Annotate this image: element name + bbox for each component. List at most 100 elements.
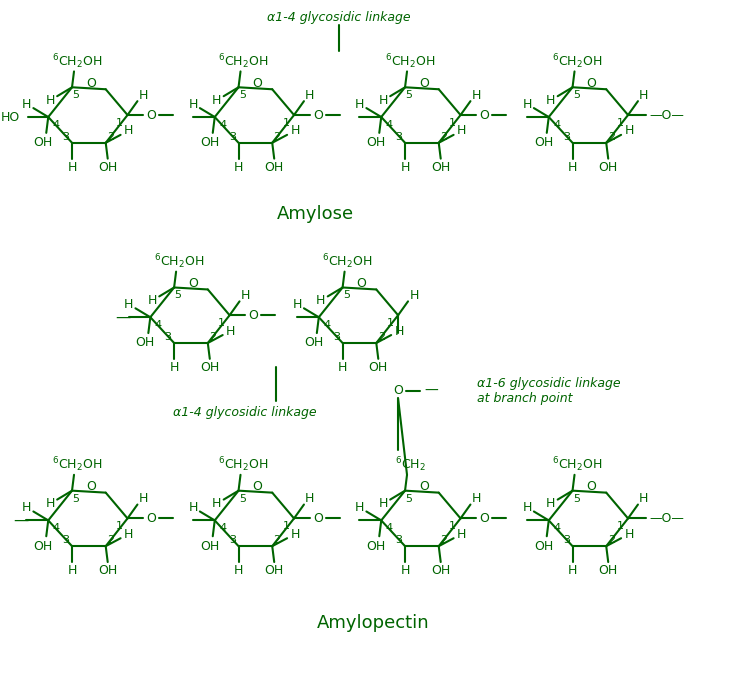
Text: 2: 2 <box>608 535 615 545</box>
Text: —O—: —O— <box>650 109 684 122</box>
Text: H: H <box>290 124 300 137</box>
Text: H: H <box>226 324 235 337</box>
Text: 1: 1 <box>283 521 289 531</box>
Text: 5: 5 <box>405 90 412 100</box>
Text: $^{6}$CH$_2$OH: $^{6}$CH$_2$OH <box>52 52 102 71</box>
Text: 4: 4 <box>155 320 161 330</box>
Text: 5: 5 <box>343 290 350 301</box>
Text: α1-6 glycosidic linkage
at branch point: α1-6 glycosidic linkage at branch point <box>478 376 621 404</box>
Text: 3: 3 <box>62 132 70 142</box>
Text: 1: 1 <box>617 118 623 128</box>
Text: H: H <box>124 298 133 311</box>
Text: O: O <box>356 277 366 290</box>
Text: H: H <box>624 528 634 541</box>
Text: H: H <box>234 564 243 577</box>
Text: OH: OH <box>135 337 155 350</box>
Text: 1: 1 <box>617 521 623 531</box>
Text: 3: 3 <box>229 132 236 142</box>
Text: H: H <box>400 161 410 174</box>
Text: H: H <box>68 564 77 577</box>
Text: O: O <box>393 384 403 397</box>
Text: H: H <box>355 98 364 111</box>
Text: 4: 4 <box>53 523 60 533</box>
Text: H: H <box>45 94 55 107</box>
Text: 4: 4 <box>385 120 393 130</box>
Text: 5: 5 <box>72 90 80 100</box>
Text: $^{6}$CH$_2$OH: $^{6}$CH$_2$OH <box>52 456 102 474</box>
Text: O: O <box>479 109 490 122</box>
Text: O: O <box>252 480 263 493</box>
Text: 3: 3 <box>396 132 403 142</box>
Text: 5: 5 <box>573 494 580 503</box>
Text: —: — <box>13 513 28 528</box>
Text: 1: 1 <box>218 318 225 328</box>
Text: 5: 5 <box>175 290 182 301</box>
Text: O: O <box>586 76 596 89</box>
Text: 2: 2 <box>378 332 385 342</box>
Text: H: H <box>409 289 419 302</box>
Text: H: H <box>379 497 388 510</box>
Text: H: H <box>22 501 31 514</box>
Text: O: O <box>586 480 596 493</box>
Text: OH: OH <box>431 564 450 577</box>
Text: 3: 3 <box>563 132 570 142</box>
Text: O: O <box>86 480 96 493</box>
Text: H: H <box>124 124 133 137</box>
Text: 4: 4 <box>323 320 330 330</box>
Text: $^{6}$CH$_2$OH: $^{6}$CH$_2$OH <box>385 52 435 71</box>
Text: H: H <box>400 564 410 577</box>
Text: H: H <box>639 89 649 102</box>
Text: H: H <box>188 98 198 111</box>
Text: H: H <box>68 161 77 174</box>
Text: H: H <box>147 294 157 307</box>
Text: 3: 3 <box>62 535 70 545</box>
Text: 4: 4 <box>553 523 560 533</box>
Text: OH: OH <box>200 361 219 374</box>
Text: O: O <box>313 512 323 525</box>
Text: 1: 1 <box>116 118 123 128</box>
Text: H: H <box>212 94 222 107</box>
Text: H: H <box>305 89 315 102</box>
Text: 2: 2 <box>209 332 217 342</box>
Text: H: H <box>305 492 315 505</box>
Text: H: H <box>124 528 133 541</box>
Text: H: H <box>522 98 532 111</box>
Text: 1: 1 <box>283 118 289 128</box>
Text: H: H <box>546 497 556 510</box>
Text: H: H <box>338 361 347 374</box>
Text: H: H <box>639 492 649 505</box>
Text: 3: 3 <box>333 332 340 342</box>
Text: OH: OH <box>367 137 386 150</box>
Text: 1: 1 <box>449 118 456 128</box>
Text: 4: 4 <box>53 120 60 130</box>
Text: H: H <box>170 361 179 374</box>
Text: H: H <box>394 324 404 337</box>
Text: —O—: —O— <box>650 512 684 525</box>
Text: H: H <box>138 492 148 505</box>
Text: H: H <box>624 124 634 137</box>
Text: O: O <box>313 109 323 122</box>
Text: Amylopectin: Amylopectin <box>317 615 429 632</box>
Text: 1: 1 <box>449 521 456 531</box>
Text: $^{6}$CH$_2$OH: $^{6}$CH$_2$OH <box>322 252 373 271</box>
Text: 4: 4 <box>385 523 393 533</box>
Text: H: H <box>316 294 325 307</box>
Text: 3: 3 <box>229 535 236 545</box>
Text: α1-4 glycosidic linkage: α1-4 glycosidic linkage <box>267 12 411 25</box>
Text: 3: 3 <box>396 535 403 545</box>
Text: O: O <box>188 277 198 290</box>
Text: $^{6}$CH$_2$: $^{6}$CH$_2$ <box>394 456 426 474</box>
Text: OH: OH <box>200 540 219 553</box>
Text: H: H <box>234 161 243 174</box>
Text: OH: OH <box>200 137 219 150</box>
Text: OH: OH <box>599 161 618 174</box>
Text: OH: OH <box>534 137 554 150</box>
Text: H: H <box>355 501 364 514</box>
Text: $^{6}$CH$_2$OH: $^{6}$CH$_2$OH <box>154 252 204 271</box>
Text: $^{6}$CH$_2$OH: $^{6}$CH$_2$OH <box>219 456 269 474</box>
Text: 2: 2 <box>107 535 115 545</box>
Text: H: H <box>457 124 466 137</box>
Text: 5: 5 <box>239 90 246 100</box>
Text: O: O <box>252 76 263 89</box>
Text: OH: OH <box>265 564 284 577</box>
